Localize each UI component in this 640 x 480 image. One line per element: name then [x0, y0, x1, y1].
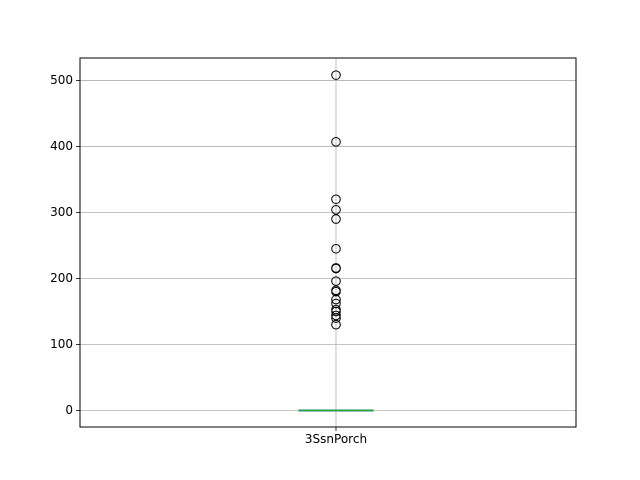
x-tick-label: 3SsnPorch [305, 432, 367, 446]
outlier-point [331, 214, 341, 224]
outlier-point [331, 243, 341, 254]
outlier-point [331, 298, 341, 309]
outlier-point [331, 276, 341, 286]
outlier-point [331, 306, 341, 317]
axes: 0 100 200 300 400 500 3SsnPorch [50, 73, 367, 446]
outlier-point [331, 70, 341, 80]
outliers [331, 70, 341, 330]
outlier-point [331, 319, 341, 330]
outlier-point [331, 294, 341, 305]
plot-frame [79, 57, 577, 428]
outlier-point [331, 137, 341, 147]
y-tick-label: 100 [50, 337, 73, 351]
outlier-point [331, 310, 341, 321]
outlier-point [331, 263, 341, 274]
y-tick-label: 200 [50, 271, 73, 285]
outlier-point [331, 194, 341, 205]
y-tick-label: 500 [50, 73, 73, 87]
outlier-point [331, 205, 341, 215]
y-tick-label: 300 [50, 205, 73, 219]
y-tick-label: 0 [65, 403, 73, 417]
grid [80, 58, 576, 427]
outlier-point [331, 313, 341, 323]
outlier-point [331, 286, 341, 297]
box-plot [298, 409, 374, 412]
y-tick-label: 400 [50, 139, 73, 153]
